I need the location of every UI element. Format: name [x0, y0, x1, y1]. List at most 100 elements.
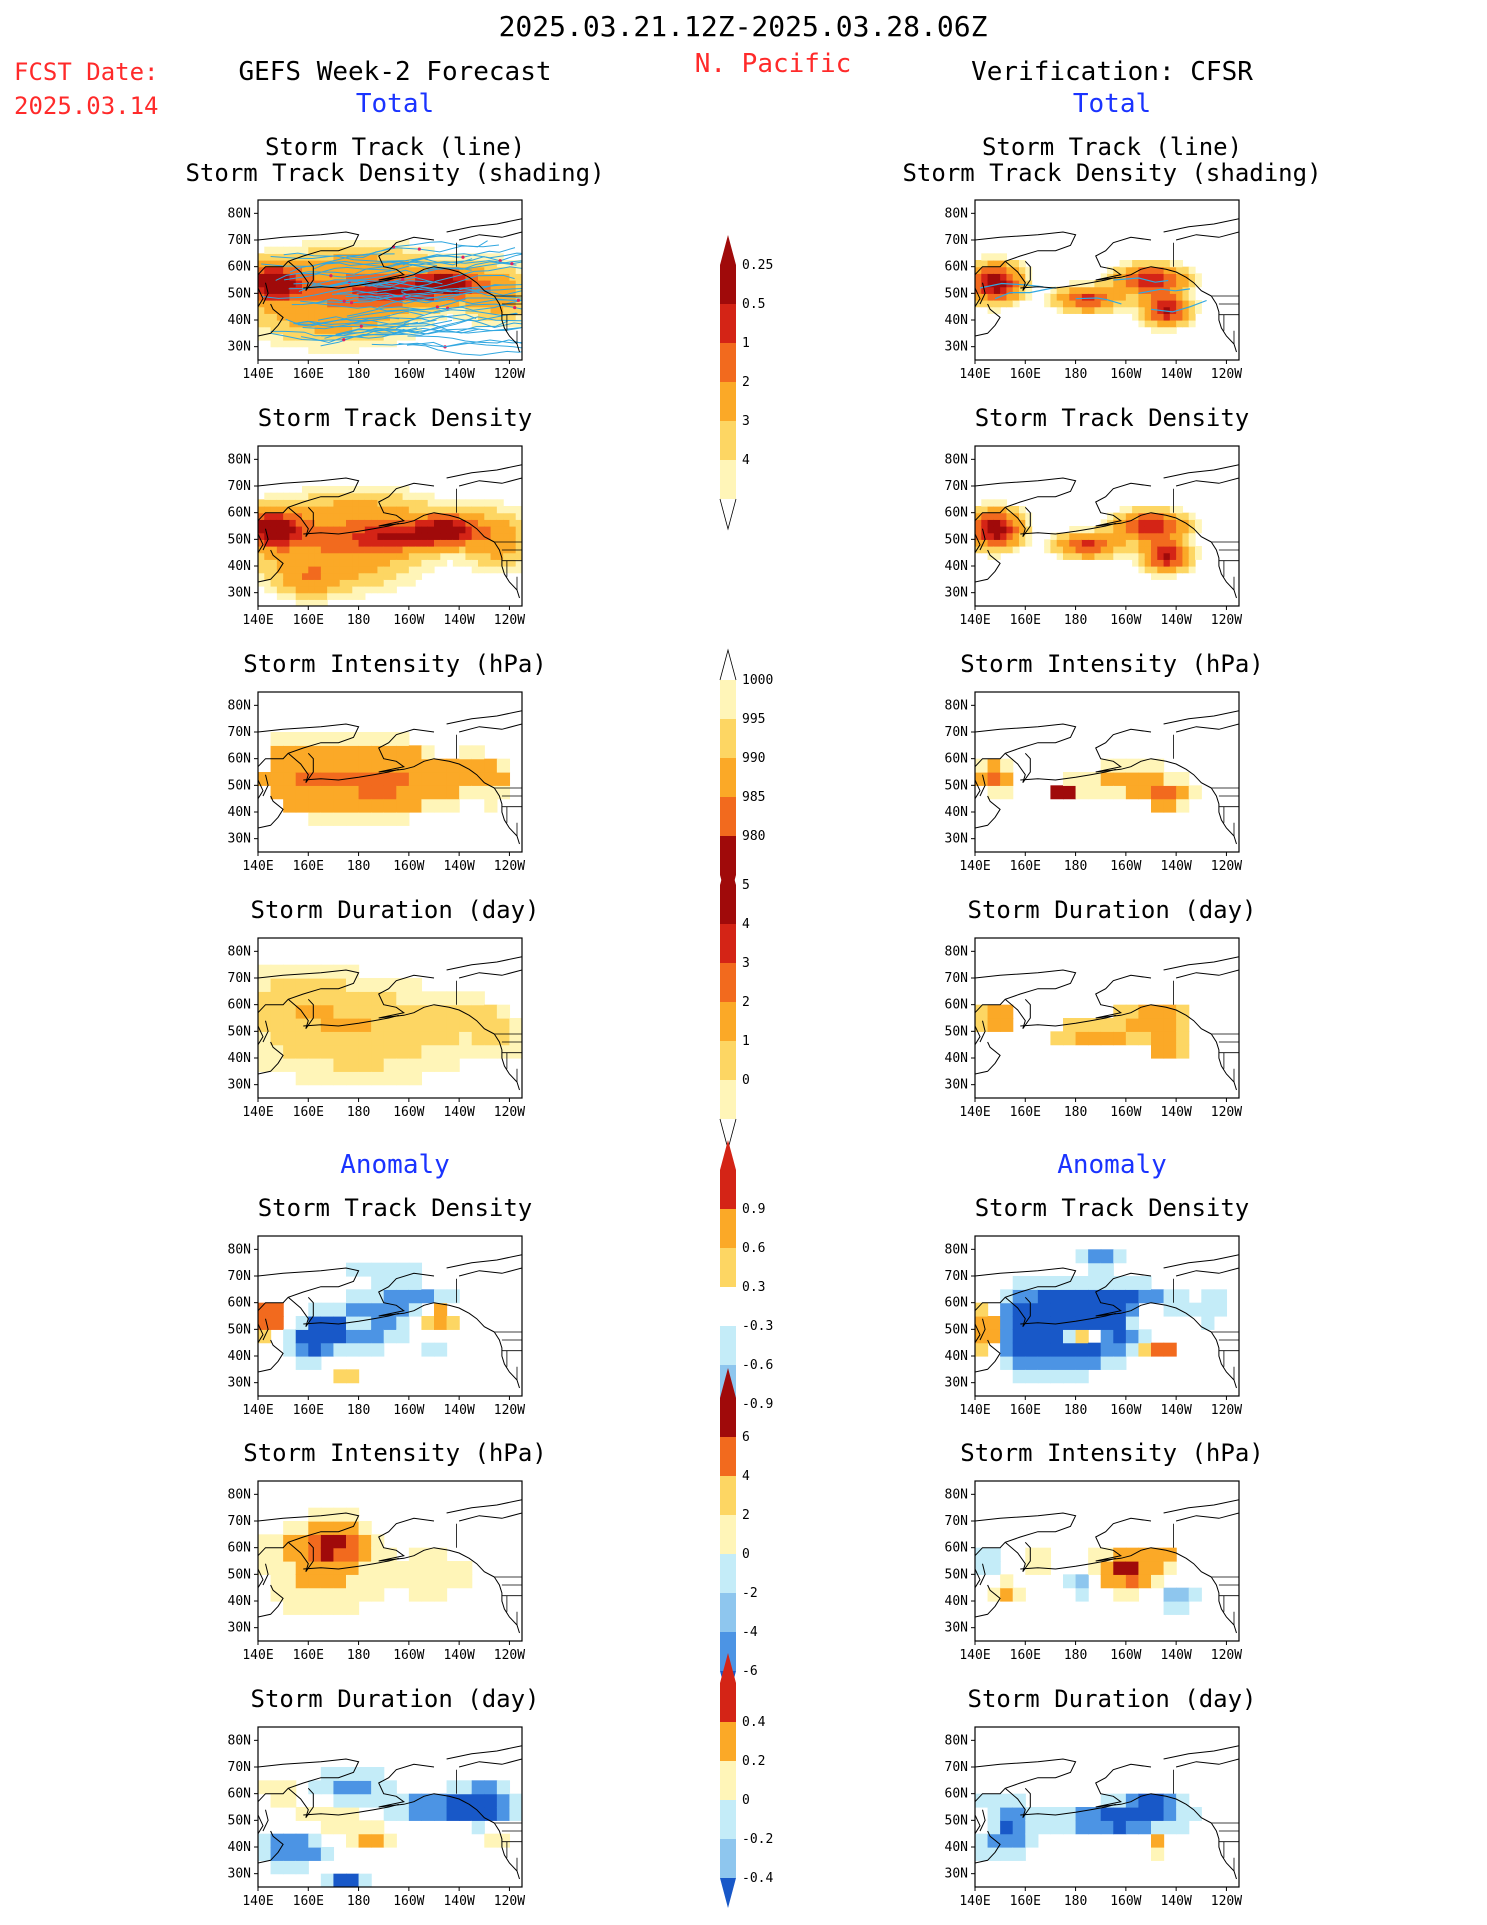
field-cell — [1182, 552, 1190, 560]
lon-tick-label: 160E — [1010, 1403, 1041, 1418]
field-cell — [421, 1547, 435, 1562]
field-cell — [390, 579, 397, 587]
field-cell — [396, 978, 410, 992]
field-cell — [459, 991, 473, 1006]
field-cell — [320, 1058, 335, 1072]
field-cell — [346, 519, 353, 527]
field-cell — [1138, 1820, 1152, 1835]
field-cell — [339, 539, 347, 547]
field-cell — [421, 1807, 435, 1821]
field-cell — [1113, 539, 1121, 547]
field-cell — [333, 586, 341, 594]
field-cell — [402, 559, 410, 567]
field-cell — [289, 333, 297, 341]
field-cell — [1000, 1833, 1014, 1848]
lon-tick-label: 140E — [959, 367, 990, 382]
field-cell — [1169, 546, 1177, 554]
field-cell — [1012, 546, 1020, 554]
field-cell — [515, 306, 522, 314]
field-cell — [390, 286, 397, 294]
field-cell — [459, 506, 467, 514]
forecast-total-label: Total — [356, 89, 434, 119]
lat-tick-label: 80N — [228, 1733, 251, 1748]
track-point — [401, 277, 405, 281]
lon-tick-label: 140W — [1160, 1105, 1191, 1120]
field-cell — [1163, 506, 1171, 514]
lon-tick-label: 180 — [347, 613, 370, 628]
colorbar-tick-label: 0.9 — [742, 1202, 765, 1217]
colorbar-tick-label: 0.6 — [742, 1241, 765, 1256]
field-cell — [484, 798, 498, 813]
field-cell — [478, 300, 485, 308]
field-cell — [1063, 1329, 1077, 1344]
field-cell — [421, 519, 429, 527]
field-cell — [1006, 539, 1014, 547]
field-cell — [1125, 273, 1133, 281]
field-cell — [1075, 1289, 1089, 1304]
field-cell — [346, 1018, 360, 1032]
coastline — [1004, 998, 1031, 1029]
field-cell — [333, 532, 341, 540]
field-cell — [1100, 1249, 1114, 1264]
field-cell — [308, 240, 316, 248]
coastline — [1175, 1512, 1239, 1522]
field-cell — [440, 253, 448, 261]
field-cell — [377, 300, 385, 308]
field-cell — [339, 586, 347, 594]
field-cell — [346, 758, 360, 773]
field-cell — [295, 286, 303, 294]
field-cell — [308, 599, 316, 606]
field-cell — [1176, 300, 1184, 308]
field-cell — [440, 300, 448, 308]
track-line — [302, 310, 425, 330]
lon-tick-label: 180 — [347, 1648, 370, 1663]
field-cell — [364, 579, 372, 587]
field-cell — [1094, 552, 1102, 560]
field-cell — [1188, 539, 1196, 547]
field-cell — [358, 526, 366, 534]
field-cell — [320, 306, 328, 314]
field-cell — [1132, 273, 1140, 281]
field-cell — [465, 253, 473, 261]
field-cell — [1163, 539, 1171, 547]
coastline — [975, 549, 1001, 583]
field-cell — [377, 293, 385, 301]
coastline — [979, 1563, 986, 1586]
field-cell — [515, 286, 522, 294]
field-cell — [333, 1820, 347, 1835]
field-cell — [308, 306, 316, 314]
field-cell — [402, 280, 410, 288]
field-cell — [459, 559, 467, 567]
field-cell — [1157, 566, 1165, 574]
field-cell — [975, 273, 982, 281]
field-cell — [515, 313, 522, 321]
field-cell — [471, 1793, 485, 1808]
lon-tick-label: 160W — [1110, 367, 1141, 382]
field-cell — [352, 286, 360, 294]
field-cell — [258, 526, 265, 534]
lon-tick-label: 140W — [443, 859, 474, 874]
track-point — [349, 301, 354, 305]
field-cell — [1163, 1547, 1177, 1562]
field-cell — [346, 1044, 360, 1059]
field-cell — [1050, 785, 1064, 800]
field-cell — [1088, 1031, 1102, 1046]
field-cell — [484, 266, 492, 274]
field-cell — [1188, 566, 1196, 574]
field-cell — [371, 539, 379, 547]
field-cell — [1107, 526, 1114, 534]
field-cell — [390, 280, 397, 288]
field-cell — [358, 313, 366, 321]
field-cell — [1069, 546, 1077, 554]
field-cell — [1050, 293, 1058, 301]
field-cell — [390, 240, 397, 248]
lat-tick-label: 70N — [945, 479, 968, 494]
field-cell — [383, 333, 391, 341]
field-cell — [1157, 506, 1165, 514]
field-cell — [358, 1316, 372, 1330]
field-cell — [993, 300, 1001, 308]
field-cell — [440, 293, 448, 301]
lon-tick-label: 140W — [1160, 1403, 1191, 1418]
field-cell — [371, 1058, 385, 1072]
track-line — [979, 282, 1044, 289]
